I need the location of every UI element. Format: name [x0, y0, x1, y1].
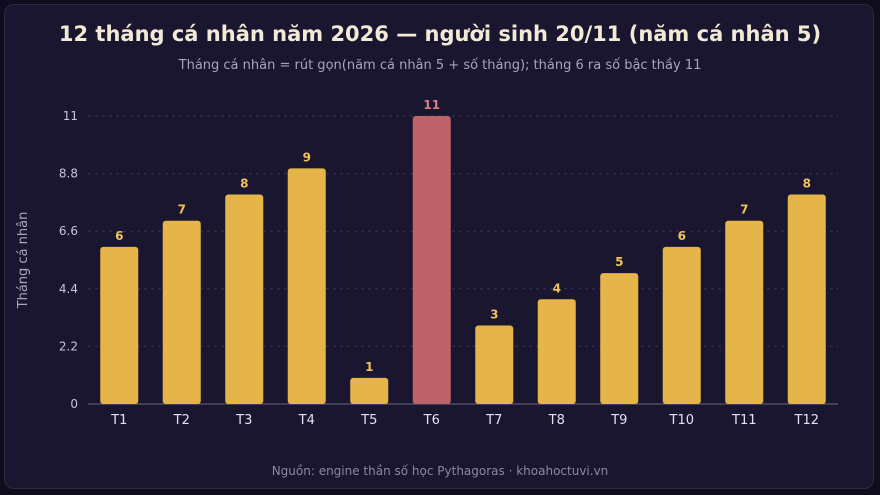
value-label: 4 [553, 281, 561, 295]
value-label: 8 [240, 177, 248, 191]
category-label: T3 [235, 413, 252, 428]
category-label: T4 [298, 413, 315, 428]
bar-T12 [787, 194, 826, 404]
value-label: 6 [115, 229, 123, 243]
value-label: 7 [740, 203, 748, 217]
value-label: 6 [678, 229, 686, 243]
category-label: T12 [794, 413, 819, 428]
bar-T11 [725, 220, 764, 404]
y-tick-label: 4.4 [59, 282, 78, 296]
value-label: 1 [365, 360, 373, 374]
y-axis-ticks: 0 2.2 4.4 6.6 8.8 11 [59, 109, 78, 411]
bars [100, 116, 826, 404]
y-tick-label: 8.8 [59, 167, 78, 181]
category-label: T9 [610, 413, 627, 428]
category-label: T5 [360, 413, 377, 428]
gridlines [88, 115, 838, 347]
value-label: 9 [303, 150, 311, 164]
chart-footer: Nguồn: engine thần số học Pythagoras · k… [271, 464, 609, 478]
category-labels: T1 T2 T3 T4 T5 T6 T7 T8 T9 T10 T11 T12 [110, 413, 819, 428]
y-axis-label: Tháng cá nhân [16, 212, 31, 310]
category-label: T10 [669, 413, 694, 428]
bar-T1 [100, 246, 139, 404]
category-label: T2 [173, 413, 190, 428]
bar-T9 [600, 273, 639, 404]
value-label: 11 [423, 98, 440, 112]
bar-T5 [350, 377, 389, 404]
category-label: T7 [485, 413, 502, 428]
y-tick-label: 2.2 [59, 339, 78, 353]
chart-subtitle: Tháng cá nhân = rút gọn(năm cá nhân 5 + … [178, 58, 702, 73]
bar-T2 [162, 220, 201, 404]
bar-T4 [287, 168, 326, 404]
value-label: 8 [803, 177, 811, 191]
category-label: T11 [731, 413, 756, 428]
category-label: T1 [110, 413, 127, 428]
bar-T7 [475, 325, 514, 404]
y-tick-label: 6.6 [59, 224, 78, 238]
value-label: 5 [615, 255, 623, 269]
y-tick-label: 0 [70, 397, 78, 411]
chart-title: 12 tháng cá nhân năm 2026 — người sinh 2… [58, 22, 822, 46]
bar-T8 [537, 299, 576, 404]
value-label: 3 [490, 307, 498, 321]
bar-T10 [662, 246, 701, 404]
y-tick-label: 11 [63, 109, 78, 123]
value-label: 7 [178, 203, 186, 217]
category-label: T6 [423, 413, 440, 428]
bar-T6 [412, 116, 451, 404]
category-label: T8 [548, 413, 565, 428]
bar-T3 [225, 194, 264, 404]
